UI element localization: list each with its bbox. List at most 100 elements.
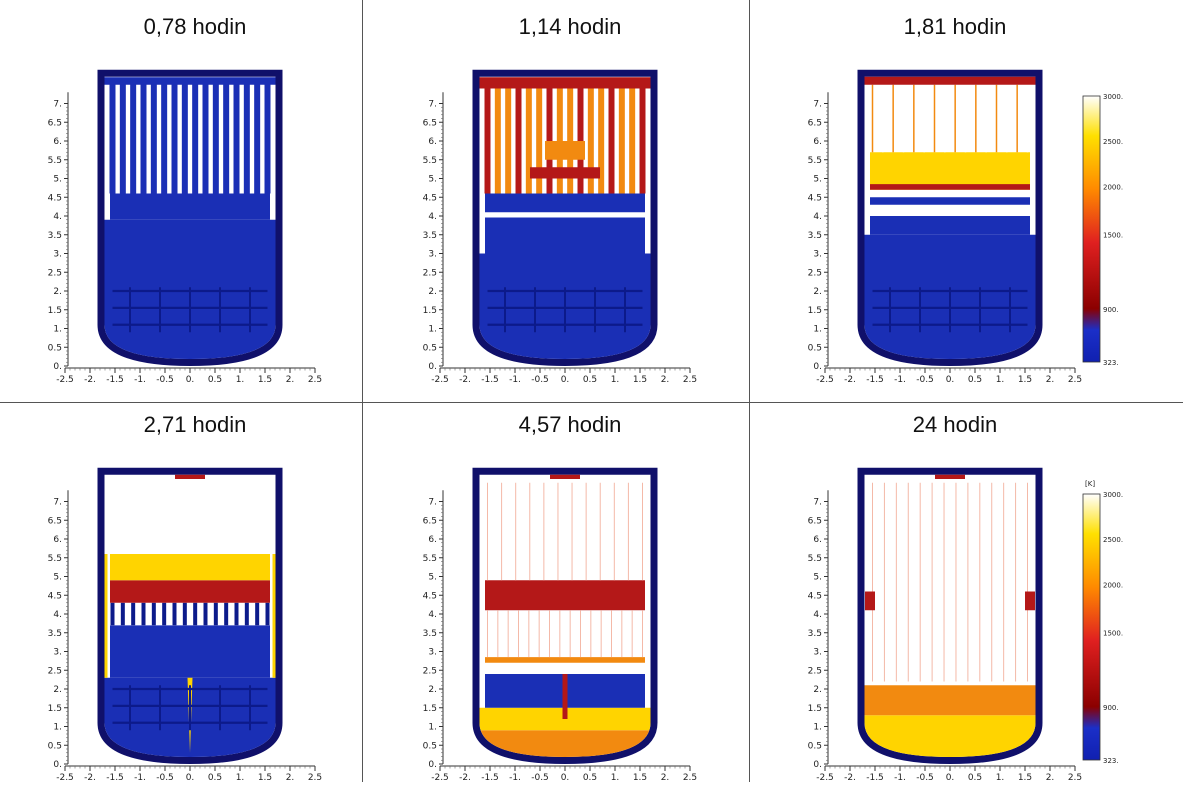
fuel-rod — [233, 81, 240, 194]
fuel-rod — [549, 610, 550, 658]
gap-band — [485, 213, 645, 218]
y-tick-label: 1.5 — [48, 306, 62, 316]
x-tick-label: 0.5 — [583, 773, 597, 782]
y-tick-label: 0.5 — [48, 343, 62, 353]
x-tick-label: -2. — [84, 773, 96, 782]
fuel-rod — [494, 88, 501, 194]
x-tick-label: -1. — [894, 375, 906, 385]
y-tick-label: 3.5 — [48, 629, 62, 639]
fuel-rod — [931, 482, 933, 682]
fuel-rod — [505, 88, 512, 194]
fuel-rod — [243, 81, 250, 194]
fuel-rod — [902, 84, 905, 153]
vertical-divider — [362, 0, 363, 782]
y-tick-label: 6. — [428, 137, 437, 147]
fuel-rod — [1016, 84, 1018, 153]
panel-title: 0,78 hodin — [143, 14, 247, 39]
fuel-rod — [161, 81, 168, 194]
support-grid — [129, 685, 131, 731]
y-tick-label: 3. — [428, 648, 437, 658]
fuel-rod — [162, 602, 167, 626]
fuel-rod — [182, 602, 187, 626]
fuel-rod — [265, 602, 270, 626]
fuel-rod — [1003, 482, 1005, 682]
y-tick-label: 0. — [813, 760, 822, 770]
support-grid — [1009, 287, 1011, 333]
core-region — [870, 216, 1030, 235]
support-grid — [189, 287, 191, 333]
upper-plate — [104, 77, 276, 85]
x-tick-label: -0.5 — [531, 773, 549, 782]
y-tick-label: 2. — [53, 287, 62, 297]
y-tick-label: 7. — [813, 498, 822, 508]
colorbar-tick-label: 2500. — [1103, 138, 1123, 146]
colorbar-tick-label: 2500. — [1103, 536, 1123, 544]
x-tick-label: -1.5 — [866, 375, 884, 385]
fuel-rod — [639, 88, 646, 194]
support-grid — [159, 287, 161, 333]
molten-layer — [870, 152, 1030, 190]
fuel-rod — [150, 81, 157, 194]
y-tick-label: 1. — [53, 723, 62, 733]
fuel-rod — [213, 602, 218, 626]
y-tick-label: 4.5 — [48, 591, 62, 601]
hot-spot — [530, 167, 600, 179]
x-tick-label: -2. — [844, 375, 856, 385]
y-tick-label: 3.5 — [423, 629, 437, 639]
x-tick-label: -1. — [894, 773, 906, 782]
panel-title: 24 hodin — [912, 412, 998, 437]
colorbar — [1082, 95, 1101, 363]
x-tick-label: -2.5 — [56, 375, 74, 385]
x-tick-label: -1.5 — [106, 375, 124, 385]
fuel-rod — [569, 610, 571, 658]
y-tick-label: 5.5 — [423, 554, 437, 564]
colorbar-tick-label: 323. — [1103, 757, 1119, 765]
fuel-rod — [140, 81, 147, 194]
support-grid — [534, 287, 536, 333]
fuel-rod — [193, 602, 198, 626]
reactor-plot: 0. 0.5 1. 1.5 2. 2.5 3. 3.5 4. 4.5 5. 5.5 6. 6.5 7. -2.… — [808, 467, 1123, 782]
x-tick-label: 0.5 — [208, 773, 222, 782]
x-tick-label: 1.5 — [633, 773, 647, 782]
y-tick-label: 5.5 — [48, 554, 62, 564]
y-tick-label: 4. — [428, 610, 437, 620]
y-tick-label: 5. — [428, 175, 437, 185]
y-tick-label: 2.5 — [48, 666, 62, 676]
fuel-rod — [119, 81, 126, 194]
y-tick-label: 1.5 — [808, 306, 822, 316]
fuel-rod — [919, 482, 921, 682]
fuel-rod — [642, 610, 643, 658]
fuel-rod — [618, 88, 625, 194]
colorbar-tick-label: 900. — [1103, 704, 1119, 712]
y-tick-label: 0.5 — [48, 741, 62, 751]
y-tick-label: 0. — [428, 362, 437, 372]
crust-layer — [485, 580, 645, 611]
x-tick-label: -1.5 — [106, 773, 124, 782]
fuel-rod — [907, 482, 909, 682]
y-tick-label: 2. — [428, 685, 437, 695]
y-tick-label: 5. — [813, 175, 822, 185]
x-tick-label: 2.5 — [1068, 773, 1082, 782]
fuel-rod — [203, 602, 208, 626]
panel-5: 4,57 hodin 0. 0.5 1. 1.5 2. 2.5 3. 3.5 4. 4.5 5. 5.… — [375, 398, 765, 788]
fuel-rod — [967, 482, 969, 682]
panel-2: 1,14 hodin 0. 0.5 1. 1.5 2. 2.5 3. 3.5 4. 4.5 5. 5.… — [375, 0, 765, 390]
x-tick-label: 1. — [236, 375, 245, 385]
fuel-rod — [559, 610, 561, 658]
x-tick-label: 2.5 — [308, 773, 322, 782]
fuel-rod — [501, 482, 503, 581]
y-tick-label: 6.5 — [48, 118, 62, 128]
y-tick-label: 4.5 — [48, 193, 62, 203]
panel-6: 24 hodin 0. 0.5 1. 1.5 2. 2.5 3. 3.5 4. 4.5 5. 5.5 6… — [760, 398, 1150, 788]
fuel-rod — [895, 482, 897, 682]
x-tick-label: -2. — [459, 773, 471, 782]
fuel-rod — [627, 482, 629, 581]
fuel-rod — [224, 602, 229, 626]
fuel-rod — [543, 482, 545, 581]
x-tick-label: -2. — [84, 375, 96, 385]
x-tick-label: 0. — [561, 773, 570, 782]
support-grid — [594, 287, 596, 333]
fuel-rod — [131, 602, 136, 626]
fuel-rod — [487, 610, 488, 658]
